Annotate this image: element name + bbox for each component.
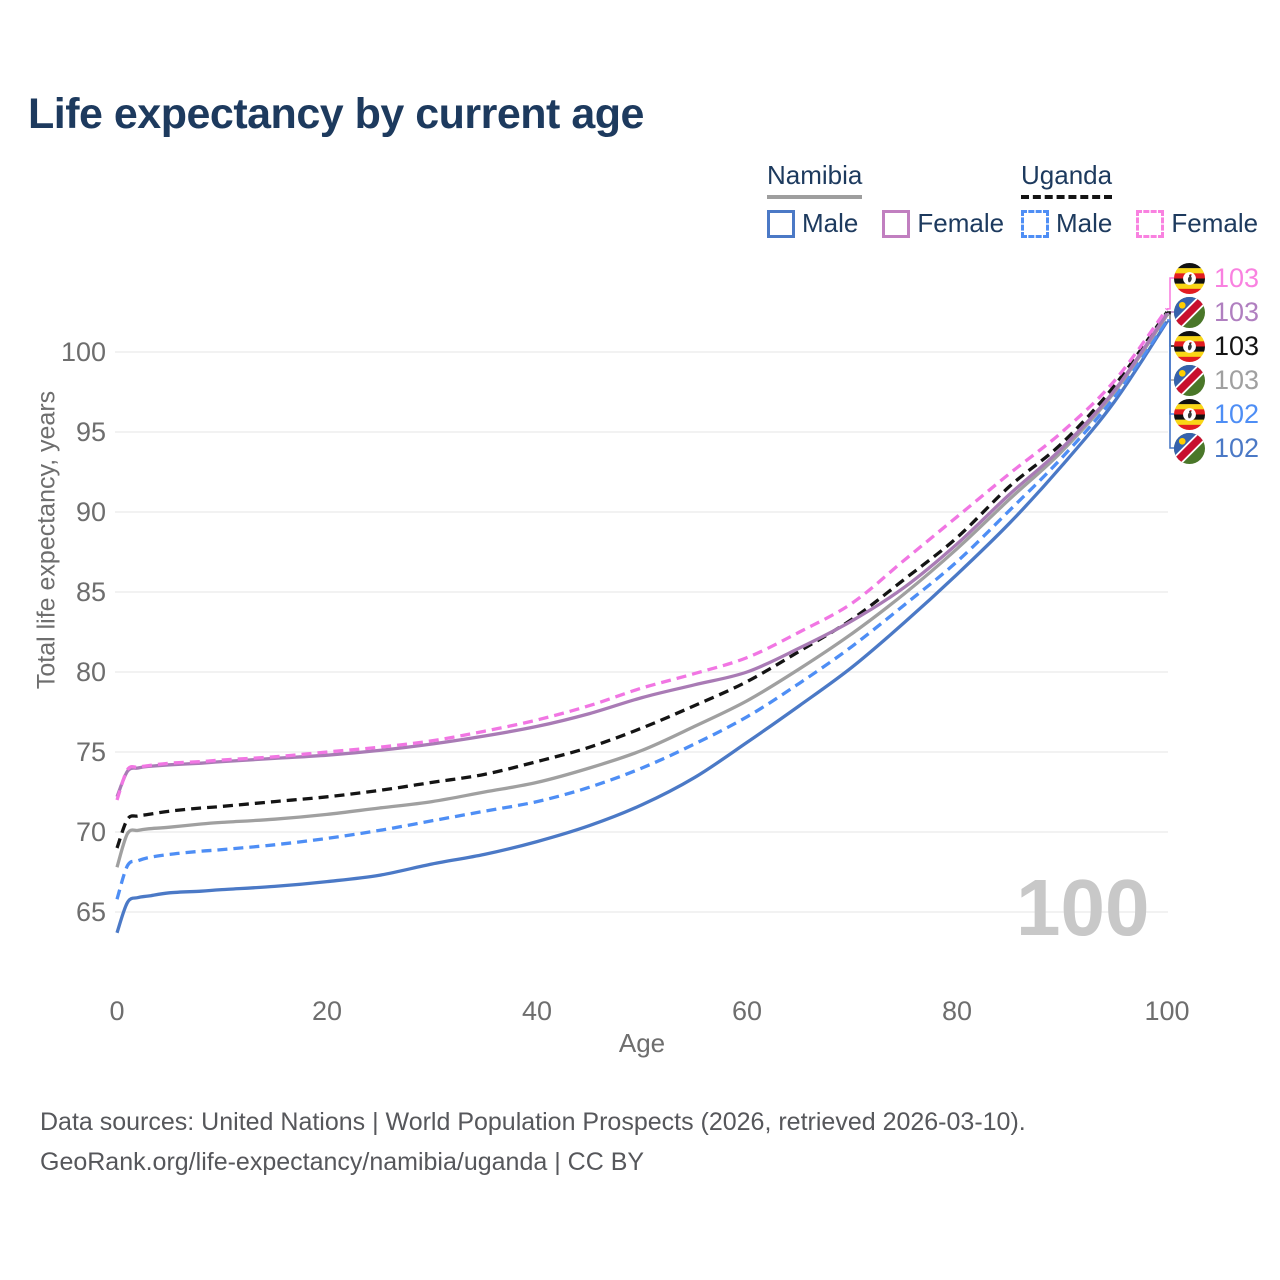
series-line-uganda-female xyxy=(115,307,1169,801)
x-tick-label: 60 xyxy=(732,996,762,1026)
series-line-namibia-female xyxy=(115,312,1169,798)
y-axis-title: Total life expectancy, years xyxy=(32,390,61,690)
legend-row-uganda: Male Female xyxy=(1021,208,1280,239)
end-label-value: 103 xyxy=(1214,364,1260,395)
uganda-male-swatch-icon xyxy=(1021,209,1049,238)
end-label-value: 103 xyxy=(1214,296,1260,327)
end-label-row: 102 xyxy=(1174,431,1259,465)
page-title: Life expectancy by current age xyxy=(28,90,644,138)
y-tick-label: 80 xyxy=(76,657,106,687)
footer-attribution: GeoRank.org/life-expectancy/namibia/ugan… xyxy=(40,1148,645,1176)
namibia-female-swatch-icon xyxy=(882,209,911,238)
end-label-row: 103 xyxy=(1174,363,1259,397)
y-tick-label: 85 xyxy=(76,577,106,607)
series-line-uganda-male xyxy=(115,319,1169,900)
flag-icon-uganda xyxy=(1174,330,1205,362)
x-tick-label: 40 xyxy=(522,996,552,1026)
end-label-value: 103 xyxy=(1214,262,1260,293)
x-tick-label: 20 xyxy=(312,996,342,1026)
end-label-row: 103 xyxy=(1174,329,1259,363)
legend-row-namibia: Male Female xyxy=(767,208,1028,239)
end-label-value: 102 xyxy=(1214,398,1260,429)
uganda-female-swatch-icon xyxy=(1136,209,1165,238)
end-label-connector xyxy=(1167,277,1176,310)
end-label-row: 103 xyxy=(1174,261,1259,295)
series-line-uganda-total xyxy=(115,311,1169,849)
legend-label-namibia-male: Male xyxy=(802,208,859,238)
legend-group-uganda: Uganda Male Female xyxy=(1021,160,1280,239)
flag-icon-namibia xyxy=(1174,432,1205,464)
legend-country-namibia: Namibia xyxy=(767,160,863,199)
y-tick-label: 90 xyxy=(76,497,106,527)
x-tick-label: 100 xyxy=(1144,996,1189,1026)
series-line-namibia-total xyxy=(115,314,1169,868)
end-label-row: 103 xyxy=(1174,295,1259,329)
end-label-row: 102 xyxy=(1174,397,1259,431)
y-tick-label: 100 xyxy=(61,337,106,367)
x-tick-label: 0 xyxy=(109,996,124,1026)
y-tick-label: 65 xyxy=(76,897,106,927)
y-tick-label: 70 xyxy=(76,817,106,847)
x-axis-title: Age xyxy=(618,1028,666,1058)
flag-icon-namibia xyxy=(1174,296,1205,328)
legend-label-namibia-female: Female xyxy=(917,208,1005,238)
end-label-value: 103 xyxy=(1214,330,1260,361)
legend-group-namibia: Namibia Male Female xyxy=(767,160,1028,239)
flag-icon-namibia xyxy=(1174,364,1205,396)
flag-icon-uganda xyxy=(1174,262,1205,294)
series-line-namibia-male xyxy=(115,320,1169,934)
x-tick-label: 80 xyxy=(942,996,972,1026)
namibia-male-swatch-icon xyxy=(767,209,795,238)
footer-data-sources: Data sources: United Nations | World Pop… xyxy=(40,1108,1026,1136)
y-tick-label: 75 xyxy=(76,737,106,767)
flag-icon-uganda xyxy=(1174,398,1205,430)
end-label-connector xyxy=(1167,320,1176,449)
legend-country-uganda: Uganda xyxy=(1021,160,1113,199)
legend-label-uganda-male: Male xyxy=(1056,208,1113,238)
y-tick-label: 95 xyxy=(76,417,106,447)
legend-label-uganda-female: Female xyxy=(1171,208,1259,238)
end-label-value: 102 xyxy=(1214,432,1260,463)
age-watermark: 100 xyxy=(1016,863,1150,952)
